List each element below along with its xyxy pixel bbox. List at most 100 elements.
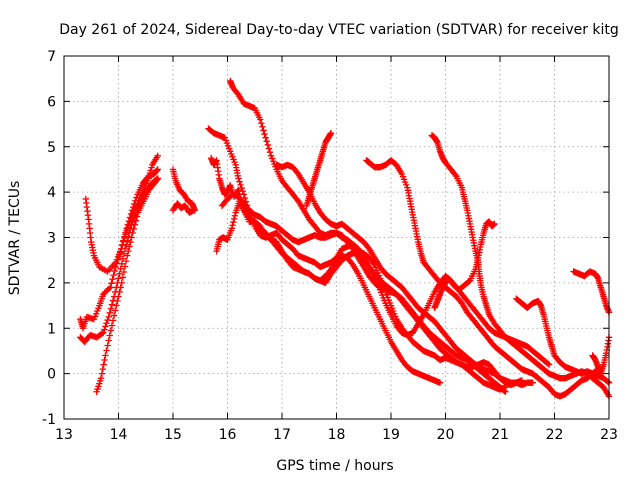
- series-sat-k: [227, 77, 525, 389]
- data-point: [436, 379, 444, 386]
- data-point: [114, 256, 122, 263]
- data-point: [128, 234, 135, 241]
- x-tick-label: 13: [55, 427, 73, 443]
- data-point: [230, 218, 237, 226]
- data-point: [121, 263, 129, 270]
- data-point: [265, 145, 273, 152]
- data-point: [126, 243, 133, 250]
- x-axis-label: GPS time / hours: [276, 458, 393, 474]
- y-axis-label: SDTVAR / TECUs: [7, 181, 23, 296]
- data-point: [104, 316, 111, 324]
- data-point: [154, 175, 161, 182]
- data-point: [452, 171, 459, 179]
- data-point: [259, 123, 266, 130]
- data-point: [235, 175, 242, 182]
- data-point: [107, 284, 114, 291]
- data-point: [502, 388, 509, 395]
- data-point: [263, 138, 270, 145]
- data-point: [154, 166, 161, 173]
- data-point: [327, 129, 335, 137]
- data-point: [239, 188, 246, 195]
- x-tick-label: 21: [491, 427, 509, 443]
- data-point: [109, 276, 116, 283]
- data-point: [264, 141, 272, 149]
- data-point: [122, 241, 130, 248]
- data-point: [118, 279, 125, 287]
- data-point: [154, 152, 161, 160]
- data-point: [119, 274, 127, 281]
- data-point: [604, 378, 612, 385]
- y-tick-label: -1: [42, 412, 56, 428]
- data-point: [101, 356, 108, 364]
- data-point: [109, 317, 117, 324]
- x-tick-label: 14: [110, 427, 128, 443]
- y-tick-label: 1: [47, 321, 56, 337]
- data-point: [98, 370, 106, 377]
- data-point: [115, 275, 122, 282]
- data-point: [120, 268, 128, 276]
- data-point: [102, 323, 109, 330]
- data-point: [127, 238, 134, 246]
- data-point: [100, 329, 107, 336]
- data-point: [108, 301, 116, 308]
- data-point: [130, 225, 137, 233]
- data-point: [113, 302, 120, 309]
- data-point: [117, 265, 124, 273]
- data-point: [106, 332, 113, 339]
- x-tick-label: 15: [164, 427, 182, 443]
- data-point: [121, 245, 129, 253]
- data-point: [125, 247, 132, 255]
- data-point: [262, 134, 269, 141]
- data-point: [105, 285, 113, 292]
- data-point: [106, 309, 113, 317]
- data-point: [105, 337, 112, 344]
- data-point: [120, 250, 128, 258]
- y-tick-label: 0: [47, 367, 56, 383]
- series-sat-m: [303, 129, 335, 209]
- x-tick-label: 23: [600, 427, 618, 443]
- y-tick-label: 4: [47, 185, 56, 201]
- data-point: [101, 326, 108, 333]
- data-point: [230, 215, 238, 223]
- y-tick-label: 6: [47, 94, 56, 110]
- data-point: [241, 194, 249, 202]
- data-point: [117, 284, 124, 291]
- data-points: [77, 77, 613, 400]
- series-sat-o: [428, 132, 613, 400]
- y-tick-label: 7: [47, 49, 56, 65]
- data-point: [116, 270, 123, 277]
- data-point: [99, 365, 107, 373]
- y-tick-label: 2: [47, 276, 56, 292]
- data-point: [131, 221, 139, 228]
- data-point: [501, 387, 508, 395]
- data-point: [103, 320, 110, 327]
- data-point: [231, 212, 239, 219]
- data-point: [124, 237, 131, 244]
- data-point: [228, 225, 236, 232]
- data-point: [266, 148, 274, 156]
- data-point: [118, 260, 125, 268]
- x-tick-label: 19: [382, 427, 400, 443]
- data-point: [529, 379, 536, 386]
- data-point: [97, 374, 105, 382]
- data-point: [110, 312, 118, 319]
- series-sat-r: [570, 268, 613, 316]
- data-point: [544, 360, 552, 367]
- data-point: [115, 252, 123, 260]
- data-point: [258, 119, 265, 127]
- x-tick-label: 17: [273, 427, 291, 443]
- data-point: [190, 207, 197, 214]
- series-sat-i: [213, 198, 444, 386]
- data-point: [107, 327, 115, 334]
- data-point: [261, 130, 268, 138]
- data-point: [112, 263, 119, 271]
- x-tick-label: 18: [328, 427, 346, 443]
- data-point: [112, 307, 119, 314]
- data-point: [116, 249, 124, 256]
- series-sat-n: [363, 157, 602, 400]
- data-point: [116, 288, 123, 296]
- data-point: [129, 229, 136, 237]
- series-sat-c: [77, 175, 161, 346]
- data-point: [110, 271, 117, 279]
